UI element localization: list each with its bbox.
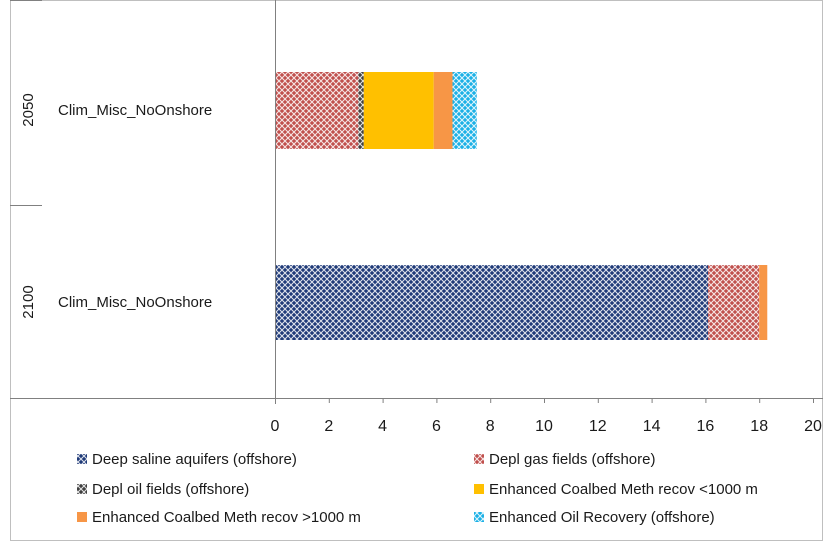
x-tick-label: 0 [271,418,280,435]
x-tick-label: 10 [535,418,553,435]
legend-swatch-enhanced-oil-recovery-offshore [474,512,484,522]
x-tick-label: 2 [324,418,333,435]
legend-swatch-depl-oil-fields-offshore [77,484,87,494]
legend-swatch-deep-saline-aquifers-offshore [77,454,87,464]
bar-segment-deep-saline-aquifers-offshore-2100 [275,265,709,340]
bar-segment-depl-gas-fields-offshore-2100 [708,265,760,340]
x-tick-label: 12 [589,418,607,435]
x-tick-label: 20 [804,418,822,435]
x-tick-label: 18 [750,418,768,435]
bar-segment-depl-gas-fields-offshore-2050 [275,72,359,149]
bar-segment-enhanced-coalbed-meth-recov-1000-m-2050 [433,72,453,149]
category-label: Clim_Misc_NoOnshore [58,294,212,311]
legend-label-depl-gas-fields-offshore: Depl gas fields (offshore) [489,451,655,468]
legend-label-deep-saline-aquifers-offshore: Deep saline aquifers (offshore) [92,451,297,468]
group-label-2050: 2050 [20,93,37,126]
legend-swatch-enhanced-coalbed-meth-recov-1000-m [474,484,484,494]
x-tick-label: 8 [486,418,495,435]
bar-segment-enhanced-oil-recovery-offshore-2050 [452,72,477,149]
group-label-2100: 2100 [20,285,37,318]
x-tick-label: 4 [378,418,387,435]
category-label: Clim_Misc_NoOnshore [58,102,212,119]
x-tick-label: 6 [432,418,441,435]
x-tick-label: 14 [643,418,661,435]
legend-swatch-depl-gas-fields-offshore [474,454,484,464]
bar-segment-enhanced-coalbed-meth-recov-1000-m-2100 [759,265,768,340]
legend-label-depl-oil-fields-offshore: Depl oil fields (offshore) [92,481,249,498]
bar-segment-depl-oil-fields-offshore-2050 [358,72,364,149]
bar-segment-enhanced-coalbed-meth-recov-1000-m-2050 [363,72,434,149]
legend-label-enhanced-coalbed-meth-recov-1000-m: Enhanced Coalbed Meth recov <1000 m [489,481,758,498]
legend-label-enhanced-coalbed-meth-recov-1000-m: Enhanced Coalbed Meth recov >1000 m [92,509,361,526]
legend-label-enhanced-oil-recovery-offshore: Enhanced Oil Recovery (offshore) [489,509,715,526]
legend-swatch-enhanced-coalbed-meth-recov-1000-m [77,512,87,522]
x-tick-label: 16 [697,418,715,435]
